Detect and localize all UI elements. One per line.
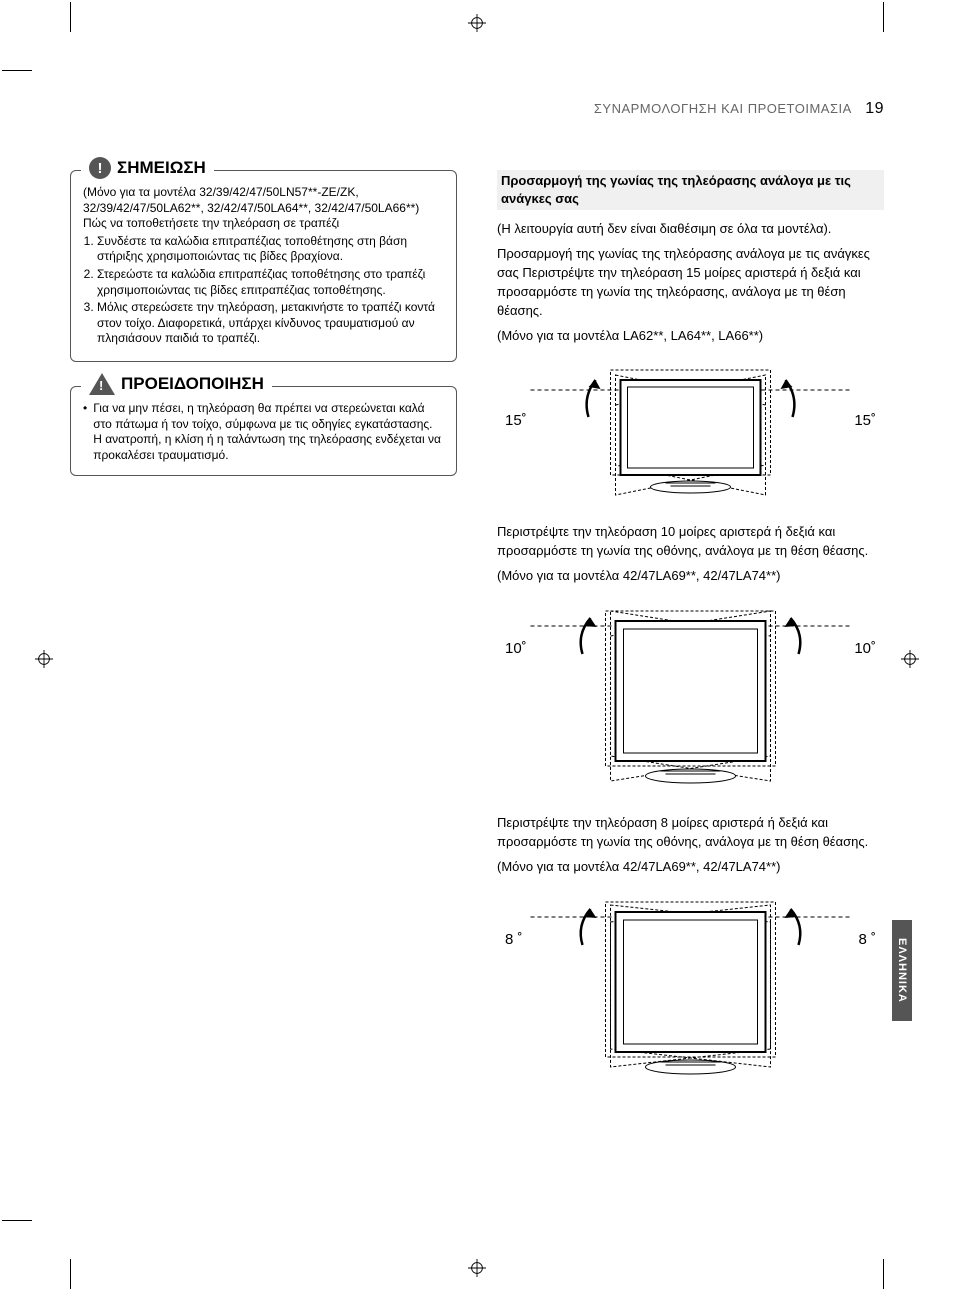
- body-text: (Μόνο για τα μοντέλα LA62**, LA64**, LA6…: [497, 327, 884, 346]
- section-title: ΣΥΝΑΡΜΟΛΟΓΗΣΗ ΚΑΙ ΠΡΟΕΤΟΙΜΑΣΙΑ: [594, 101, 851, 116]
- registration-mark-icon: [901, 650, 919, 668]
- registration-mark-icon: [468, 1259, 486, 1277]
- angle-label: 15˚: [854, 412, 876, 429]
- registration-mark-icon: [468, 14, 486, 32]
- left-column: ΣΗΜΕΙΩΣΗ (Μόνο για τα μοντέλα 32/39/42/4…: [70, 170, 457, 1105]
- warning-title: ΠΡΟΕΙΔΟΠΟΙΗΣΗ: [121, 374, 264, 394]
- page-content: ΣΥΝΑΡΜΟΛΟΓΗΣΗ ΚΑΙ ΠΡΟΕΤΟΙΜΑΣΙΑ 19 ΣΗΜΕΙΩ…: [70, 100, 884, 1105]
- angle-label: 8 ˚: [505, 931, 523, 948]
- body-text: Περιστρέψτε την τηλεόραση 10 μοίρες αρισ…: [497, 523, 884, 561]
- note-icon: [89, 157, 111, 179]
- swivel-diagram-8: 8 ˚ 8 ˚: [497, 887, 884, 1087]
- swivel-diagram-15: 15˚ 15˚: [497, 355, 884, 505]
- warning-text: Για να μην πέσει, η τηλεόραση θα πρέπει …: [93, 401, 444, 463]
- warning-box: ΠΡΟΕΙΔΟΠΟΙΗΣΗ Για να μην πέσει, η τηλεόρ…: [70, 386, 457, 476]
- angle-label: 8 ˚: [858, 931, 876, 948]
- note-box: ΣΗΜΕΙΩΣΗ (Μόνο για τα μοντέλα 32/39/42/4…: [70, 170, 457, 362]
- page-header: ΣΥΝΑΡΜΟΛΟΓΗΣΗ ΚΑΙ ΠΡΟΕΤΟΙΜΑΣΙΑ 19: [594, 100, 884, 118]
- swivel-diagram-10: 10˚ 10˚: [497, 596, 884, 796]
- angle-label: 10˚: [854, 640, 876, 657]
- note-models: (Μόνο για τα μοντέλα 32/39/42/47/50LN57*…: [83, 185, 444, 216]
- note-step: Συνδέστε τα καλώδια επιτραπέζιας τοποθέτ…: [97, 234, 444, 265]
- angle-label: 15˚: [505, 412, 527, 429]
- registration-mark-icon: [35, 650, 53, 668]
- right-column: Προσαρμογή της γωνίας της τηλεόρασης ανά…: [497, 170, 884, 1105]
- warning-icon: [89, 373, 115, 395]
- language-tab: ΕΛΛΗΝΙΚΑ: [892, 920, 912, 1021]
- angle-heading: Προσαρμογή της γωνίας της τηλεόρασης ανά…: [497, 170, 884, 210]
- body-text: (Μόνο για τα μοντέλα 42/47LA69**, 42/47L…: [497, 858, 884, 877]
- body-text: (Η λειτουργία αυτή δεν είναι διαθέσιμη σ…: [497, 220, 884, 239]
- note-step: Στερεώστε τα καλώδια επιτραπέζιας τοποθέ…: [97, 267, 444, 298]
- note-title: ΣΗΜΕΙΩΣΗ: [117, 158, 206, 178]
- note-intro: Πώς να τοποθετήσετε την τηλεόραση σε τρα…: [83, 216, 444, 232]
- body-text: Προσαρμογή της γωνίας της τηλεόρασης ανά…: [497, 245, 884, 320]
- page-number: 19: [865, 100, 884, 117]
- note-step: Μόλις στερεώσετε την τηλεόραση, μετακινή…: [97, 300, 444, 347]
- body-text: (Μόνο για τα μοντέλα 42/47LA69**, 42/47L…: [497, 567, 884, 586]
- angle-label: 10˚: [505, 640, 527, 657]
- body-text: Περιστρέψτε την τηλεόραση 8 μοίρες αριστ…: [497, 814, 884, 852]
